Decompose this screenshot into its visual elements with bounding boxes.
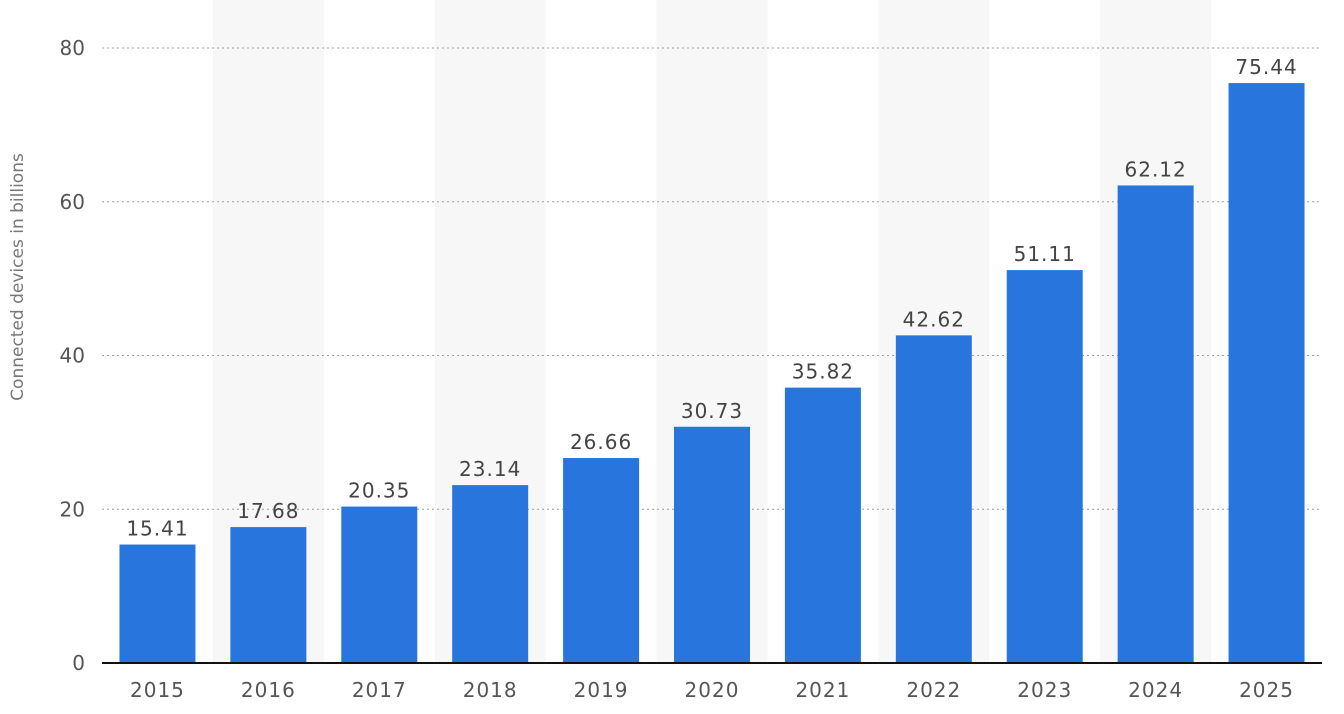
y-axis-label: Connected devices in billions bbox=[8, 153, 28, 401]
bar-2018 bbox=[452, 485, 529, 663]
bar-2024 bbox=[1117, 185, 1194, 663]
bars bbox=[119, 83, 1305, 664]
data-label-2016: 17.68 bbox=[237, 499, 299, 523]
x-tick-label-2018: 2018 bbox=[463, 678, 518, 702]
y-tick-label: 40 bbox=[60, 344, 85, 368]
bar-2025 bbox=[1228, 83, 1305, 664]
bar-2020 bbox=[674, 426, 750, 663]
x-tick-label-2020: 2020 bbox=[685, 678, 740, 702]
data-label-2022: 42.62 bbox=[903, 307, 965, 331]
bar-2015 bbox=[119, 544, 196, 663]
bar-2017 bbox=[341, 506, 418, 663]
data-label-2018: 23.14 bbox=[459, 457, 521, 481]
data-label-2023: 51.11 bbox=[1014, 242, 1076, 266]
bar-2019 bbox=[563, 458, 640, 663]
x-tick-label-2025: 2025 bbox=[1239, 678, 1294, 702]
data-label-2015: 15.41 bbox=[126, 517, 188, 541]
data-label-2020: 30.73 bbox=[681, 399, 743, 423]
data-label-2017: 20.35 bbox=[348, 479, 410, 503]
x-axis-ticks: 2015 2016 2017 2018 2019 2020 2021 2022 2023 2024… bbox=[130, 678, 1294, 702]
y-tick-label: 80 bbox=[60, 36, 85, 60]
bar-2016 bbox=[230, 527, 307, 663]
y-tick-label: 0 bbox=[72, 651, 85, 675]
x-tick-label-2021: 2021 bbox=[795, 678, 850, 702]
x-tick-label-2024: 2024 bbox=[1128, 678, 1183, 702]
y-tick-label: 20 bbox=[60, 497, 85, 521]
x-tick-label-2015: 2015 bbox=[130, 678, 185, 702]
y-tick-label: 60 bbox=[60, 190, 85, 214]
data-label-2024: 62.12 bbox=[1125, 157, 1187, 181]
data-label-2021: 35.82 bbox=[792, 360, 854, 384]
x-tick-label-2017: 2017 bbox=[352, 678, 407, 702]
y-axis-ticks: 0 20 40 60 80 bbox=[60, 36, 85, 675]
x-tick-label-2016: 2016 bbox=[241, 678, 296, 702]
data-label-2025: 75.44 bbox=[1235, 55, 1297, 79]
x-tick-label-2019: 2019 bbox=[574, 678, 629, 702]
data-label-2019: 26.66 bbox=[570, 430, 632, 454]
bar-2022 bbox=[895, 335, 972, 663]
x-tick-label-2022: 2022 bbox=[906, 678, 961, 702]
bar-2023 bbox=[1006, 270, 1083, 663]
bar-2021 bbox=[784, 387, 861, 663]
data-labels: 15.41 17.68 20.35 23.14 26.66 30.73 35.82 42.62… bbox=[126, 55, 1297, 541]
x-tick-label-2023: 2023 bbox=[1017, 678, 1072, 702]
